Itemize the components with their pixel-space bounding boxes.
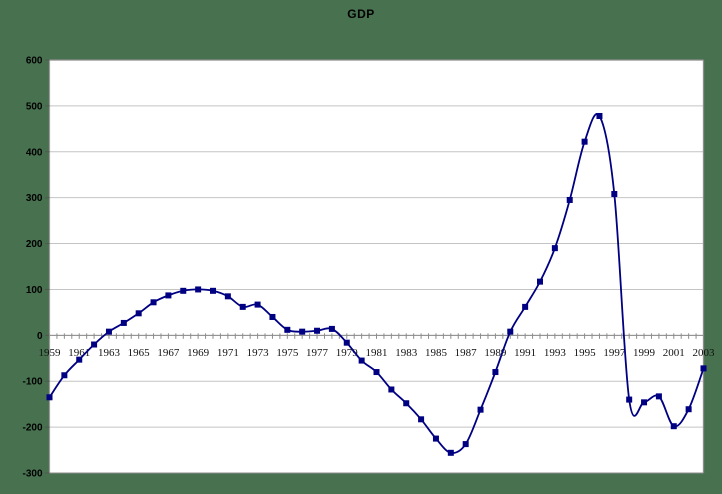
x-tick-label: 1981: [366, 347, 388, 359]
y-tick-label: -100: [22, 377, 42, 388]
x-tick-label: 1975: [276, 347, 299, 359]
data-point-marker: [269, 313, 276, 320]
x-tick-label: 1987: [455, 347, 478, 359]
y-tick-label: 0: [37, 331, 43, 342]
data-point-marker: [165, 292, 172, 299]
y-tick-label: 200: [26, 239, 43, 250]
y-tick-label: 600: [26, 56, 43, 67]
x-tick-label: 2001: [663, 347, 685, 359]
data-point-marker: [507, 328, 514, 335]
y-axis: [45, 59, 51, 474]
data-point-marker: [581, 138, 588, 145]
y-tick-label: -200: [22, 423, 42, 434]
data-point-marker: [284, 326, 291, 333]
x-tick-label: 1973: [247, 347, 270, 359]
x-tick-label: 1967: [157, 347, 180, 359]
y-tick-label: 100: [26, 285, 43, 296]
data-point-marker: [195, 286, 202, 293]
data-point-marker: [655, 393, 662, 400]
data-point-marker: [105, 328, 112, 335]
data-point-marker: [447, 449, 454, 456]
plot-background: [49, 60, 704, 473]
data-point-marker: [314, 327, 321, 334]
x-tick-label: 1999: [633, 347, 656, 359]
data-point-marker: [299, 328, 306, 335]
x-tick-label: 1991: [514, 347, 536, 359]
data-point-marker: [210, 287, 216, 294]
x-axis-labels: 1959 1961 1963 1965 1967 1969 1971 1973 1975 1977…: [39, 347, 716, 359]
x-tick-label: 1963: [98, 347, 121, 359]
data-point-marker: [91, 341, 98, 348]
x-tick-label: 1959: [39, 347, 62, 359]
x-tick-label: 1997: [603, 347, 626, 359]
y-tick-label: 500: [26, 101, 43, 112]
data-point-marker: [685, 406, 692, 413]
gdp-series-line: [48, 113, 705, 454]
data-point-marker: [522, 303, 529, 310]
data-point-marker: [61, 372, 68, 379]
x-tick-label: 1969: [187, 347, 210, 359]
gdp-series-markers: [46, 112, 707, 456]
y-tick-label: 400: [26, 147, 43, 158]
x-tick-label: 1961: [68, 347, 90, 359]
data-point-marker: [537, 278, 543, 285]
data-point-marker: [462, 441, 469, 448]
data-point-marker: [596, 112, 603, 119]
data-point-marker: [418, 416, 425, 423]
data-point-marker: [641, 399, 648, 406]
plot-border: [49, 59, 705, 474]
data-point-marker: [670, 423, 677, 430]
y-tick-label: 300: [26, 193, 43, 204]
y-tick-label: -300: [22, 469, 42, 480]
data-point-marker: [492, 369, 499, 376]
chart-title: GDP: [347, 7, 375, 21]
x-tick-label: 1965: [128, 347, 151, 359]
data-point-marker: [224, 293, 231, 300]
data-point-marker: [403, 400, 410, 407]
data-point-marker: [566, 196, 573, 203]
data-point-marker: [373, 369, 380, 376]
x-tick-label: 1971: [217, 347, 239, 359]
data-point-marker: [76, 356, 83, 363]
data-point-marker: [46, 394, 53, 401]
data-point-marker: [328, 325, 335, 332]
data-point-marker: [477, 406, 484, 413]
x-tick-label: 1977: [306, 347, 329, 359]
data-point-marker: [254, 301, 261, 308]
x-axis: [49, 333, 704, 339]
x-tick-label: 1985: [425, 347, 448, 359]
data-point-marker: [626, 396, 633, 403]
x-tick-label: 2003: [693, 347, 716, 359]
y-axis-labels: 600 500 400 300 200 100 0 -100 -200 -300: [22, 56, 42, 480]
data-point-marker: [432, 435, 439, 442]
data-point-marker: [239, 303, 246, 310]
x-tick-label: 1995: [574, 347, 597, 359]
data-point-marker: [150, 299, 157, 306]
data-point-marker: [343, 339, 350, 346]
data-point-marker: [388, 386, 395, 393]
data-point-marker: [358, 357, 365, 364]
data-point-marker: [700, 365, 707, 372]
data-point-marker: [135, 310, 142, 317]
data-point-marker: [551, 245, 558, 252]
data-point-marker: [120, 319, 127, 326]
data-point-marker: [180, 287, 187, 294]
data-point-marker: [611, 190, 618, 197]
x-tick-label: 1993: [544, 347, 567, 359]
x-tick-label: 1983: [395, 347, 418, 359]
